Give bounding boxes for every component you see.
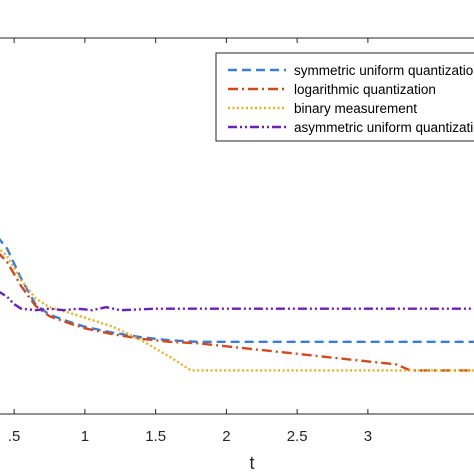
series-line-2 [0, 252, 474, 372]
x-tick-label: 2.5 [287, 428, 308, 445]
series-line-4 [0, 290, 474, 312]
legend: symmetric uniform quantization logarithmi… [215, 52, 474, 142]
x-axis-title: t [249, 453, 254, 473]
legend-label-2: logarithmic quantization [294, 82, 436, 97]
x-tick-label: .5 [8, 428, 21, 445]
x-tick-label: 3 [364, 428, 372, 445]
x-tick-label: 1.5 [145, 428, 166, 445]
legend-label-1: symmetric uniform quantization [294, 63, 474, 78]
x-tick-label: 1 [81, 428, 89, 445]
tick-layer: .5 1 1.5 2 2.5 3 [8, 38, 372, 445]
x-tick-label: 2 [222, 428, 230, 445]
axes-layer [0, 37, 474, 415]
legend-label-4: asymmetric uniform quantization [294, 120, 474, 135]
series-line-1 [0, 238, 474, 343]
legend-items: symmetric uniform quantization logarithmi… [228, 63, 474, 135]
series-layer [0, 238, 474, 372]
legend-label-3: binary measurement [294, 101, 417, 116]
